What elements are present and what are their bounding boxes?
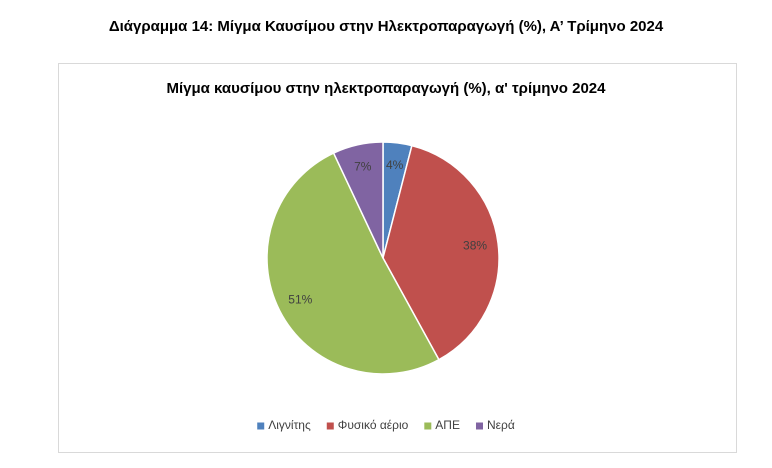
data-label: 7% <box>354 160 372 174</box>
chart-title: Μίγμα καυσίμου στην ηλεκτροπαραγωγή (%),… <box>166 80 606 97</box>
pie-slice <box>382 144 500 361</box>
legend-swatch <box>326 422 334 430</box>
legend-label: ΑΠΕ <box>435 418 460 432</box>
data-label: 38% <box>463 239 487 253</box>
legend-swatch <box>424 422 432 430</box>
legend-label: Φυσικό αέριο <box>338 418 409 432</box>
legend-label: Λιγνίτης <box>268 418 311 432</box>
legend-swatch <box>257 422 265 430</box>
caption: Διάγραμμα 14: Μίγμα Καυσίμου στην Ηλεκτρ… <box>109 18 664 35</box>
data-label: 51% <box>288 292 312 306</box>
legend-swatch <box>475 422 483 430</box>
pie-slice <box>266 152 440 375</box>
legend-label: Νερά <box>487 418 515 432</box>
data-label: 4% <box>386 158 404 172</box>
pie-slice <box>332 141 384 259</box>
